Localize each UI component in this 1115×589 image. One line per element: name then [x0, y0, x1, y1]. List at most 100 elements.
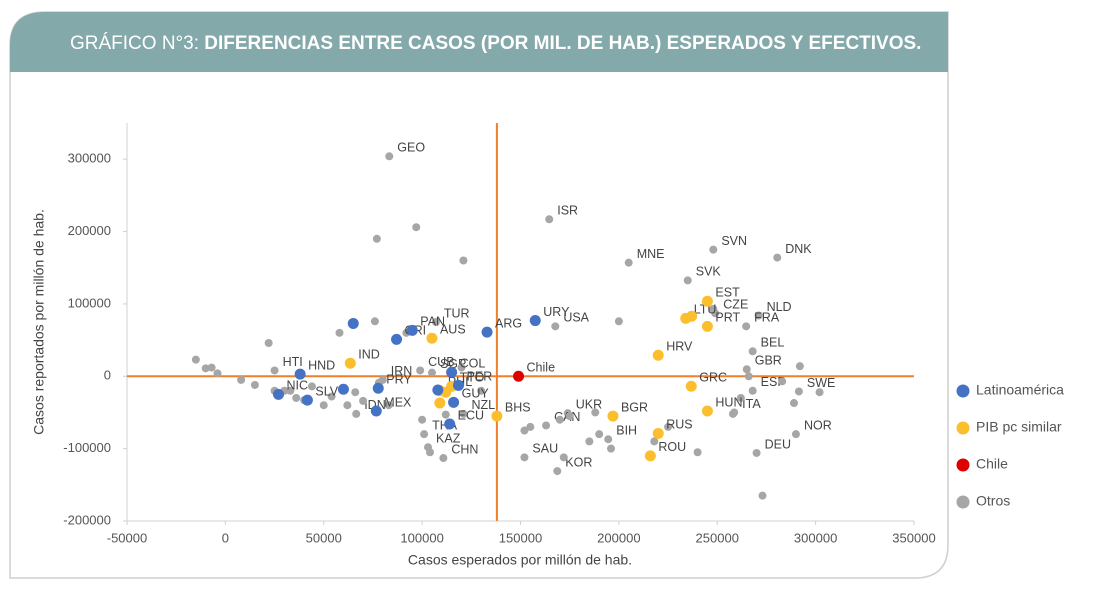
point [441, 410, 450, 419]
point [795, 362, 804, 371]
point [491, 410, 503, 422]
point-label: IND [358, 348, 380, 362]
point-label: BGR [621, 400, 648, 414]
point [344, 357, 356, 369]
x-tick-label: 150000 [499, 530, 542, 545]
point [434, 397, 446, 409]
point [352, 409, 361, 418]
point [644, 450, 656, 462]
point-label: CUB [428, 355, 454, 369]
point [425, 448, 434, 457]
point-label: KOR [565, 455, 592, 469]
point [607, 444, 616, 453]
point [520, 426, 529, 435]
header-title: GRÁFICO N°3: DIFERENCIAS ENTRE CASOS (PO… [70, 33, 921, 54]
legend-label: Otros [976, 493, 1010, 509]
point [301, 394, 313, 406]
x-tick-label: -50000 [107, 530, 147, 545]
point [477, 386, 486, 395]
legend-marker [956, 384, 970, 398]
point [624, 258, 633, 267]
point-label: RUS [666, 418, 692, 432]
point [744, 372, 753, 381]
point [432, 384, 444, 396]
y-tick-label: 300000 [68, 151, 111, 166]
legend-marker [956, 495, 970, 509]
point-label: HND [308, 358, 335, 372]
point [604, 435, 613, 444]
point-label: SVK [696, 265, 722, 279]
point [701, 405, 713, 417]
point [758, 491, 767, 500]
point [614, 317, 623, 326]
point-label: TTO [460, 371, 485, 385]
legend-label: PIB pc similar [976, 419, 1062, 435]
point-label: CHN [451, 442, 478, 456]
point [526, 422, 535, 431]
point [565, 412, 574, 421]
x-tick-label: 0 [222, 530, 229, 545]
point-label: NLD [767, 300, 792, 314]
y-tick-label: -100000 [63, 440, 111, 455]
point [794, 387, 803, 396]
point-label: USA [563, 311, 589, 325]
point [213, 369, 222, 378]
point-label: UKR [576, 397, 602, 411]
point-label: GRC [699, 371, 727, 385]
point [520, 453, 529, 462]
point-label: BHS [505, 400, 531, 414]
point [513, 370, 525, 382]
point [742, 322, 751, 331]
point [742, 365, 751, 374]
y-tick-label: -200000 [63, 512, 111, 527]
point [431, 318, 440, 326]
point [459, 256, 468, 265]
point [420, 430, 429, 439]
point [791, 430, 800, 439]
x-tick-label: 250000 [696, 530, 739, 545]
point [384, 401, 393, 410]
point [607, 410, 619, 422]
point-label: HUN [715, 395, 742, 409]
point [347, 317, 359, 329]
point-label: IRN [391, 364, 413, 378]
point-label: FRA [754, 311, 780, 325]
point [789, 399, 798, 408]
point [595, 430, 604, 439]
point-label: EST [715, 286, 740, 300]
point-label: NIC [286, 379, 308, 393]
point [459, 409, 468, 418]
point [370, 317, 379, 326]
point [250, 380, 259, 389]
point [815, 388, 824, 397]
x-tick-label: 350000 [892, 530, 935, 545]
point [683, 276, 692, 285]
point-label: PRY [386, 373, 412, 387]
point-label: PER [467, 370, 493, 384]
point [370, 405, 382, 417]
point-label: SWE [807, 376, 835, 390]
point-label: AUS [440, 323, 466, 337]
point-label: MNE [637, 247, 665, 261]
point [752, 448, 761, 457]
point [481, 326, 493, 338]
point [453, 379, 465, 391]
point [412, 223, 421, 232]
point [372, 382, 384, 394]
point-label: HRV [666, 340, 693, 354]
point-label: BIH [616, 424, 637, 438]
legend-marker [956, 458, 970, 472]
point [748, 347, 757, 356]
point-label: BEL [761, 336, 785, 350]
point [444, 418, 456, 430]
point [773, 253, 782, 262]
legend-label: Latinoamérica [976, 382, 1064, 398]
x-tick-label: 300000 [794, 530, 837, 545]
point [343, 401, 352, 410]
point [270, 366, 279, 375]
point [529, 315, 541, 327]
point [416, 366, 425, 375]
point [754, 311, 763, 320]
legend-label: Chile [976, 456, 1008, 472]
y-tick-label: 100000 [68, 295, 111, 310]
